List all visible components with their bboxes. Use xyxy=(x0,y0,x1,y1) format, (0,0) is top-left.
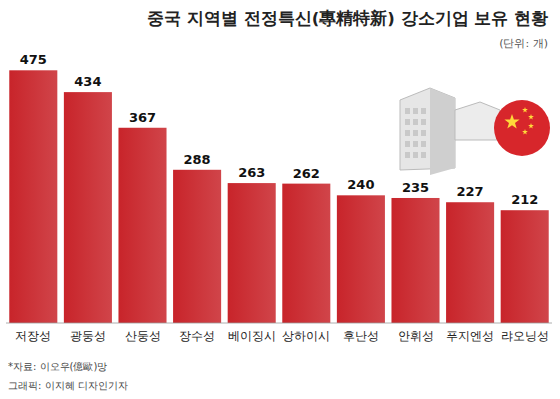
bar xyxy=(64,92,112,323)
labels: 475 저장성 434 광둥성 367 산둥성 288 장수성 263 베이징시 262 상하이시 24… xyxy=(15,52,548,343)
bar xyxy=(391,198,439,323)
data-label: 288 xyxy=(184,152,211,167)
decor-window xyxy=(421,152,426,158)
chart-svg: 중국 지역별 전정특신(專精特新) 강소기업 보유 현황 (단위: 개) 475 저장… xyxy=(0,0,560,399)
decor-star xyxy=(528,123,534,128)
data-label: 263 xyxy=(238,165,265,180)
bar xyxy=(446,202,494,323)
data-label: 240 xyxy=(347,177,374,192)
decor-window xyxy=(405,152,410,158)
category-label: 베이징시 xyxy=(228,329,276,343)
decor-window xyxy=(405,108,410,114)
unit-label: (단위: 개) xyxy=(499,37,548,50)
decor-star xyxy=(528,114,534,119)
decor-window xyxy=(413,141,418,147)
data-label: 227 xyxy=(457,184,484,199)
category-label: 산둥성 xyxy=(125,329,161,343)
category-label: 푸지엔성 xyxy=(446,329,494,343)
decor-star xyxy=(522,107,528,112)
data-label: 475 xyxy=(20,52,47,67)
decor-window xyxy=(405,119,410,125)
decor-window xyxy=(413,108,418,114)
annotation: *자료: 이오우(億歐)망 xyxy=(8,361,107,372)
data-label: 262 xyxy=(293,166,320,181)
category-label: 안휘성 xyxy=(398,329,434,343)
bar xyxy=(173,170,221,323)
bar xyxy=(118,128,166,323)
data-label: 212 xyxy=(511,192,538,207)
decor-flag xyxy=(494,100,550,156)
bar xyxy=(501,210,549,323)
category-label: 저장성 xyxy=(15,329,51,343)
bar xyxy=(228,183,276,323)
decor-window xyxy=(405,130,410,136)
data-label: 434 xyxy=(74,74,101,89)
baseline xyxy=(6,323,552,324)
decor-window xyxy=(405,141,410,147)
decor-window xyxy=(413,119,418,125)
decor-building xyxy=(430,88,455,175)
data-label: 235 xyxy=(402,180,429,195)
decor-window xyxy=(421,141,426,147)
decor-star xyxy=(522,129,528,134)
category-label: 랴오닝성 xyxy=(501,329,549,343)
category-label: 후난성 xyxy=(343,329,379,343)
decor-window xyxy=(421,130,426,136)
decor-window xyxy=(421,119,426,125)
category-label: 장수성 xyxy=(179,329,215,343)
decor-window xyxy=(413,152,418,158)
bar xyxy=(9,70,57,323)
category-label: 광둥성 xyxy=(70,329,106,343)
bar xyxy=(337,195,385,323)
chart-container: 중국 지역별 전정특신(專精特新) 강소기업 보유 현황 (단위: 개) 475 저장… xyxy=(0,0,560,399)
decor-building xyxy=(455,102,500,140)
bars xyxy=(9,70,548,323)
decor-window xyxy=(413,130,418,136)
decor-icon xyxy=(400,88,550,175)
data-label: 367 xyxy=(129,110,156,125)
chart-title: 중국 지역별 전정특신(專精特新) 강소기업 보유 현황 xyxy=(147,9,548,28)
category-label: 상하이시 xyxy=(282,329,330,343)
decor-window xyxy=(421,108,426,114)
decor-star xyxy=(504,114,519,129)
bar xyxy=(282,184,330,323)
annotation: 그래픽: 이지혜 디자인기자 xyxy=(8,380,128,391)
